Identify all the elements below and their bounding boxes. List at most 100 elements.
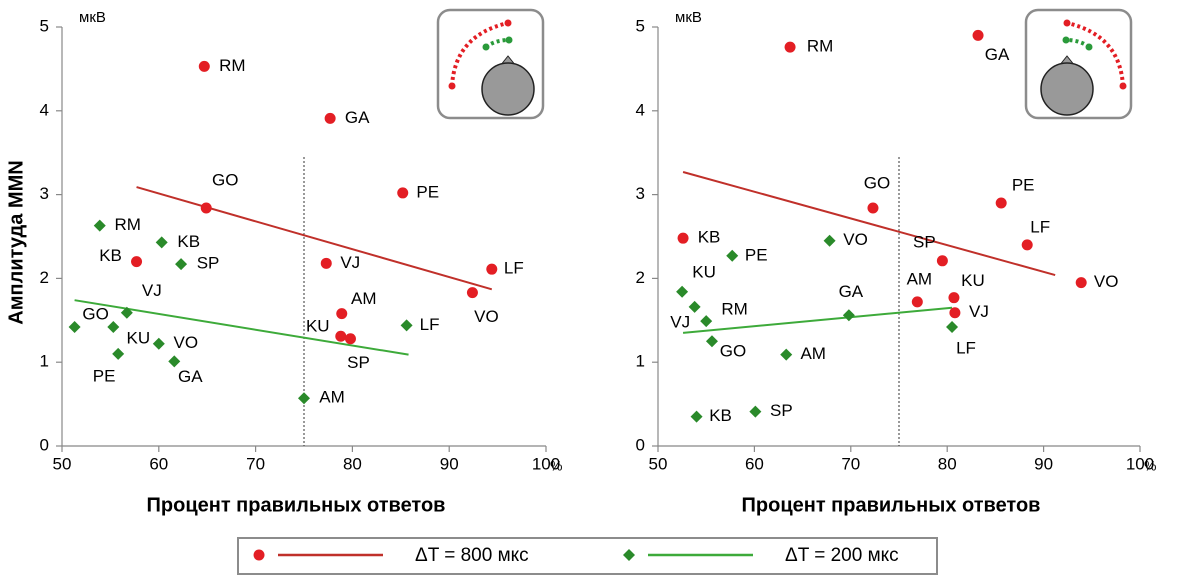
x-unit: %: [550, 458, 562, 474]
point: [946, 321, 959, 334]
point-label: KB: [99, 246, 122, 265]
trend-line: [74, 299, 409, 356]
point: [688, 300, 701, 313]
point: [400, 319, 413, 332]
y-tick-label: 2: [40, 268, 49, 287]
point: [676, 285, 689, 298]
point: [335, 330, 347, 342]
point: [700, 315, 713, 328]
x-tick-label: 100: [532, 454, 560, 473]
point-label: SP: [913, 232, 936, 251]
point: [107, 321, 120, 334]
point-label: VO: [474, 307, 499, 326]
x-tick-label: 80: [343, 454, 362, 473]
point: [336, 308, 348, 320]
trend-line: [682, 306, 953, 334]
point-label: LF: [1030, 217, 1050, 236]
y-tick-label: 0: [636, 435, 645, 454]
point-label: VJ: [670, 313, 690, 332]
point: [466, 287, 478, 299]
y-tick-label: 4: [636, 100, 645, 119]
x-axis-title: Процент правильных ответов: [742, 494, 1041, 516]
y-tick-label: 2: [636, 268, 645, 287]
point: [131, 256, 143, 268]
point-label: KB: [698, 228, 721, 247]
inset-right: [1024, 8, 1133, 120]
point: [780, 348, 793, 361]
x-tick-label: 100: [1126, 454, 1154, 473]
x-axis-title: Процент правильных ответов: [147, 494, 446, 516]
point: [68, 321, 81, 334]
point-label: RM: [219, 56, 245, 75]
point-label: LF: [504, 259, 524, 278]
point: [948, 292, 960, 304]
y-tick-label: 3: [40, 184, 49, 203]
point-label: AM: [319, 388, 345, 407]
legend-label: ΔT = 200 мкс: [785, 545, 899, 566]
point: [397, 187, 409, 199]
point-label: GA: [178, 367, 203, 386]
y-tick-label: 1: [40, 352, 49, 371]
point: [1021, 239, 1033, 251]
point-label: VJ: [969, 302, 989, 321]
point: [200, 202, 212, 214]
point: [749, 405, 762, 418]
point: [298, 392, 310, 405]
point: [726, 249, 739, 262]
point-label: PE: [416, 182, 439, 201]
point: [168, 355, 181, 368]
x-tick-label: 60: [149, 454, 168, 473]
legend-label: ΔT = 800 мкс: [415, 545, 529, 566]
point-label: KB: [177, 232, 200, 251]
y-unit: мкВ: [675, 9, 702, 26]
point: [936, 255, 948, 267]
y-tick-label: 0: [40, 435, 49, 454]
point-label: PE: [93, 366, 116, 385]
point-label: KU: [306, 317, 330, 336]
point: [152, 337, 165, 350]
point: [784, 41, 796, 53]
point-label: KU: [692, 262, 716, 281]
y-tick-label: 5: [636, 16, 645, 35]
point-label: GA: [345, 108, 370, 127]
point: [867, 202, 879, 214]
point-label: GA: [985, 45, 1010, 64]
point-label: KB: [709, 406, 732, 425]
inset-left: [436, 8, 545, 120]
point: [93, 219, 106, 232]
point-label: VJ: [340, 253, 360, 272]
point-label: VJ: [142, 281, 162, 300]
y-tick-label: 3: [636, 184, 645, 203]
x-tick-label: 50: [53, 454, 72, 473]
y-tick-label: 5: [40, 16, 49, 35]
point: [823, 234, 836, 247]
point-label: VO: [1094, 272, 1119, 291]
point-label: SP: [197, 254, 220, 273]
point: [486, 263, 498, 275]
point-label: PE: [1012, 175, 1035, 194]
point-label: LF: [956, 338, 976, 357]
point: [972, 29, 984, 41]
point: [324, 112, 336, 124]
point: [949, 307, 961, 319]
point-label: AM: [907, 269, 933, 288]
point: [1075, 277, 1087, 289]
point-label: LF: [420, 315, 440, 334]
point-label: AM: [800, 344, 826, 363]
point-label: SP: [770, 401, 793, 420]
legend-marker: [623, 549, 635, 561]
legend-marker: [253, 549, 265, 561]
point-label: PE: [745, 245, 768, 264]
point-label: VO: [843, 230, 868, 249]
trend-line: [682, 171, 1056, 277]
y-axis-title: Амплитуда MMN: [5, 160, 27, 324]
point-label: AM: [351, 289, 377, 308]
trend-line: [136, 186, 493, 291]
x-tick-label: 60: [745, 454, 764, 473]
x-tick-label: 70: [246, 454, 265, 473]
x-tick-label: 80: [938, 454, 957, 473]
point: [690, 410, 703, 423]
x-tick-label: 50: [649, 454, 668, 473]
legend-box: [237, 537, 938, 575]
point: [320, 257, 332, 269]
